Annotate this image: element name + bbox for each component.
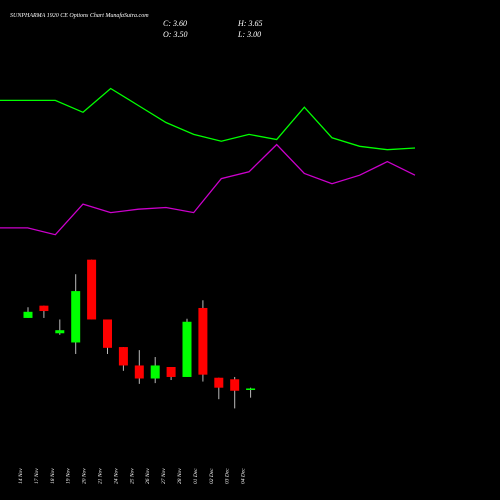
x-tick-label: 21 Nov <box>98 468 104 484</box>
x-tick-label: 18 Nov <box>50 468 56 484</box>
legend-low: L: 3.00 <box>237 30 261 39</box>
candle-body <box>230 379 240 391</box>
candle-body <box>55 330 65 334</box>
candle-body <box>118 347 128 366</box>
line-series <box>0 87 416 151</box>
candle-body <box>182 321 192 377</box>
candle-body <box>214 377 224 388</box>
legend-high: H: 3.65 <box>237 19 262 28</box>
candle-body <box>134 365 144 379</box>
candle-body <box>246 388 256 390</box>
x-tick-label: 25 Nov <box>129 468 135 484</box>
x-tick-label: 20 Nov <box>82 468 88 484</box>
candle-body <box>87 259 97 320</box>
candle-body <box>71 291 81 343</box>
line-series <box>0 143 416 236</box>
x-tick-label: 03 Dec <box>225 468 231 484</box>
legend-close: C: 3.60 <box>163 19 187 28</box>
x-tick-label: 27 Nov <box>161 468 167 484</box>
x-tick-label: 01 Dec <box>193 468 199 484</box>
candle-body <box>198 307 208 375</box>
candle-body <box>39 305 49 312</box>
chart-title: SUNPHARMA 1920 CE Options Chart MunafaSu… <box>10 12 149 19</box>
candle-body <box>23 311 33 318</box>
x-tick-label: 26 Nov <box>145 468 151 484</box>
x-tick-label: 24 Nov <box>112 468 119 484</box>
x-tick-label: 19 Nov <box>66 468 72 484</box>
x-tick-label: 14 Nov <box>17 468 24 484</box>
x-tick-label: 28 Nov <box>177 468 183 484</box>
x-tick-label: 04 Dec <box>240 468 247 484</box>
legend-open: O: 3.50 <box>163 30 187 39</box>
x-tick-label: 17 Nov <box>34 468 40 484</box>
candle-body <box>150 365 160 379</box>
candle-body <box>103 319 112 348</box>
x-tick-label: 02 Dec <box>209 468 215 484</box>
candle-body <box>166 367 176 377</box>
